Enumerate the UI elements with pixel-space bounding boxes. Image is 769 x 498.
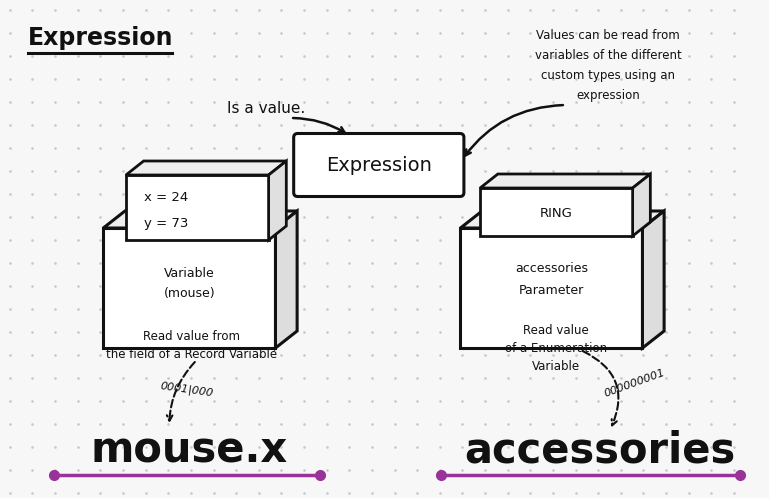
Text: accessories: accessories	[464, 429, 736, 471]
Polygon shape	[480, 188, 633, 236]
Text: Expression: Expression	[326, 155, 431, 174]
Text: RING: RING	[540, 207, 573, 220]
Text: Data
Kind: Data Kind	[465, 261, 514, 305]
Text: Variable: Variable	[164, 266, 215, 279]
Text: Parameter: Parameter	[519, 283, 584, 296]
Text: (mouse): (mouse)	[164, 286, 215, 299]
Text: y = 73: y = 73	[144, 217, 188, 230]
Text: Is a value.: Is a value.	[227, 101, 305, 116]
FancyBboxPatch shape	[294, 133, 464, 197]
Text: Read value
of a Enumeration
Variable: Read value of a Enumeration Variable	[504, 324, 607, 373]
Text: Expression: Expression	[28, 26, 173, 50]
Polygon shape	[633, 174, 651, 236]
Text: accessories: accessories	[515, 261, 588, 274]
Text: x = 24: x = 24	[144, 191, 188, 204]
Text: Read value from
the field of a Record Variable: Read value from the field of a Record Va…	[106, 330, 278, 361]
Polygon shape	[126, 175, 268, 240]
Polygon shape	[103, 228, 275, 348]
Polygon shape	[275, 211, 297, 348]
Polygon shape	[461, 228, 642, 348]
Text: 000000001: 000000001	[603, 368, 667, 399]
Polygon shape	[103, 211, 297, 228]
Polygon shape	[480, 174, 651, 188]
Text: Values can be read from
variables of the different
custom types using an
express: Values can be read from variables of the…	[534, 28, 681, 102]
Polygon shape	[461, 211, 664, 228]
Polygon shape	[268, 161, 286, 240]
Polygon shape	[126, 161, 286, 175]
Text: 0001|000: 0001|000	[160, 381, 215, 399]
Polygon shape	[642, 211, 664, 348]
Text: Data
Type: Data Type	[105, 257, 161, 309]
Text: mouse.x: mouse.x	[90, 429, 288, 471]
